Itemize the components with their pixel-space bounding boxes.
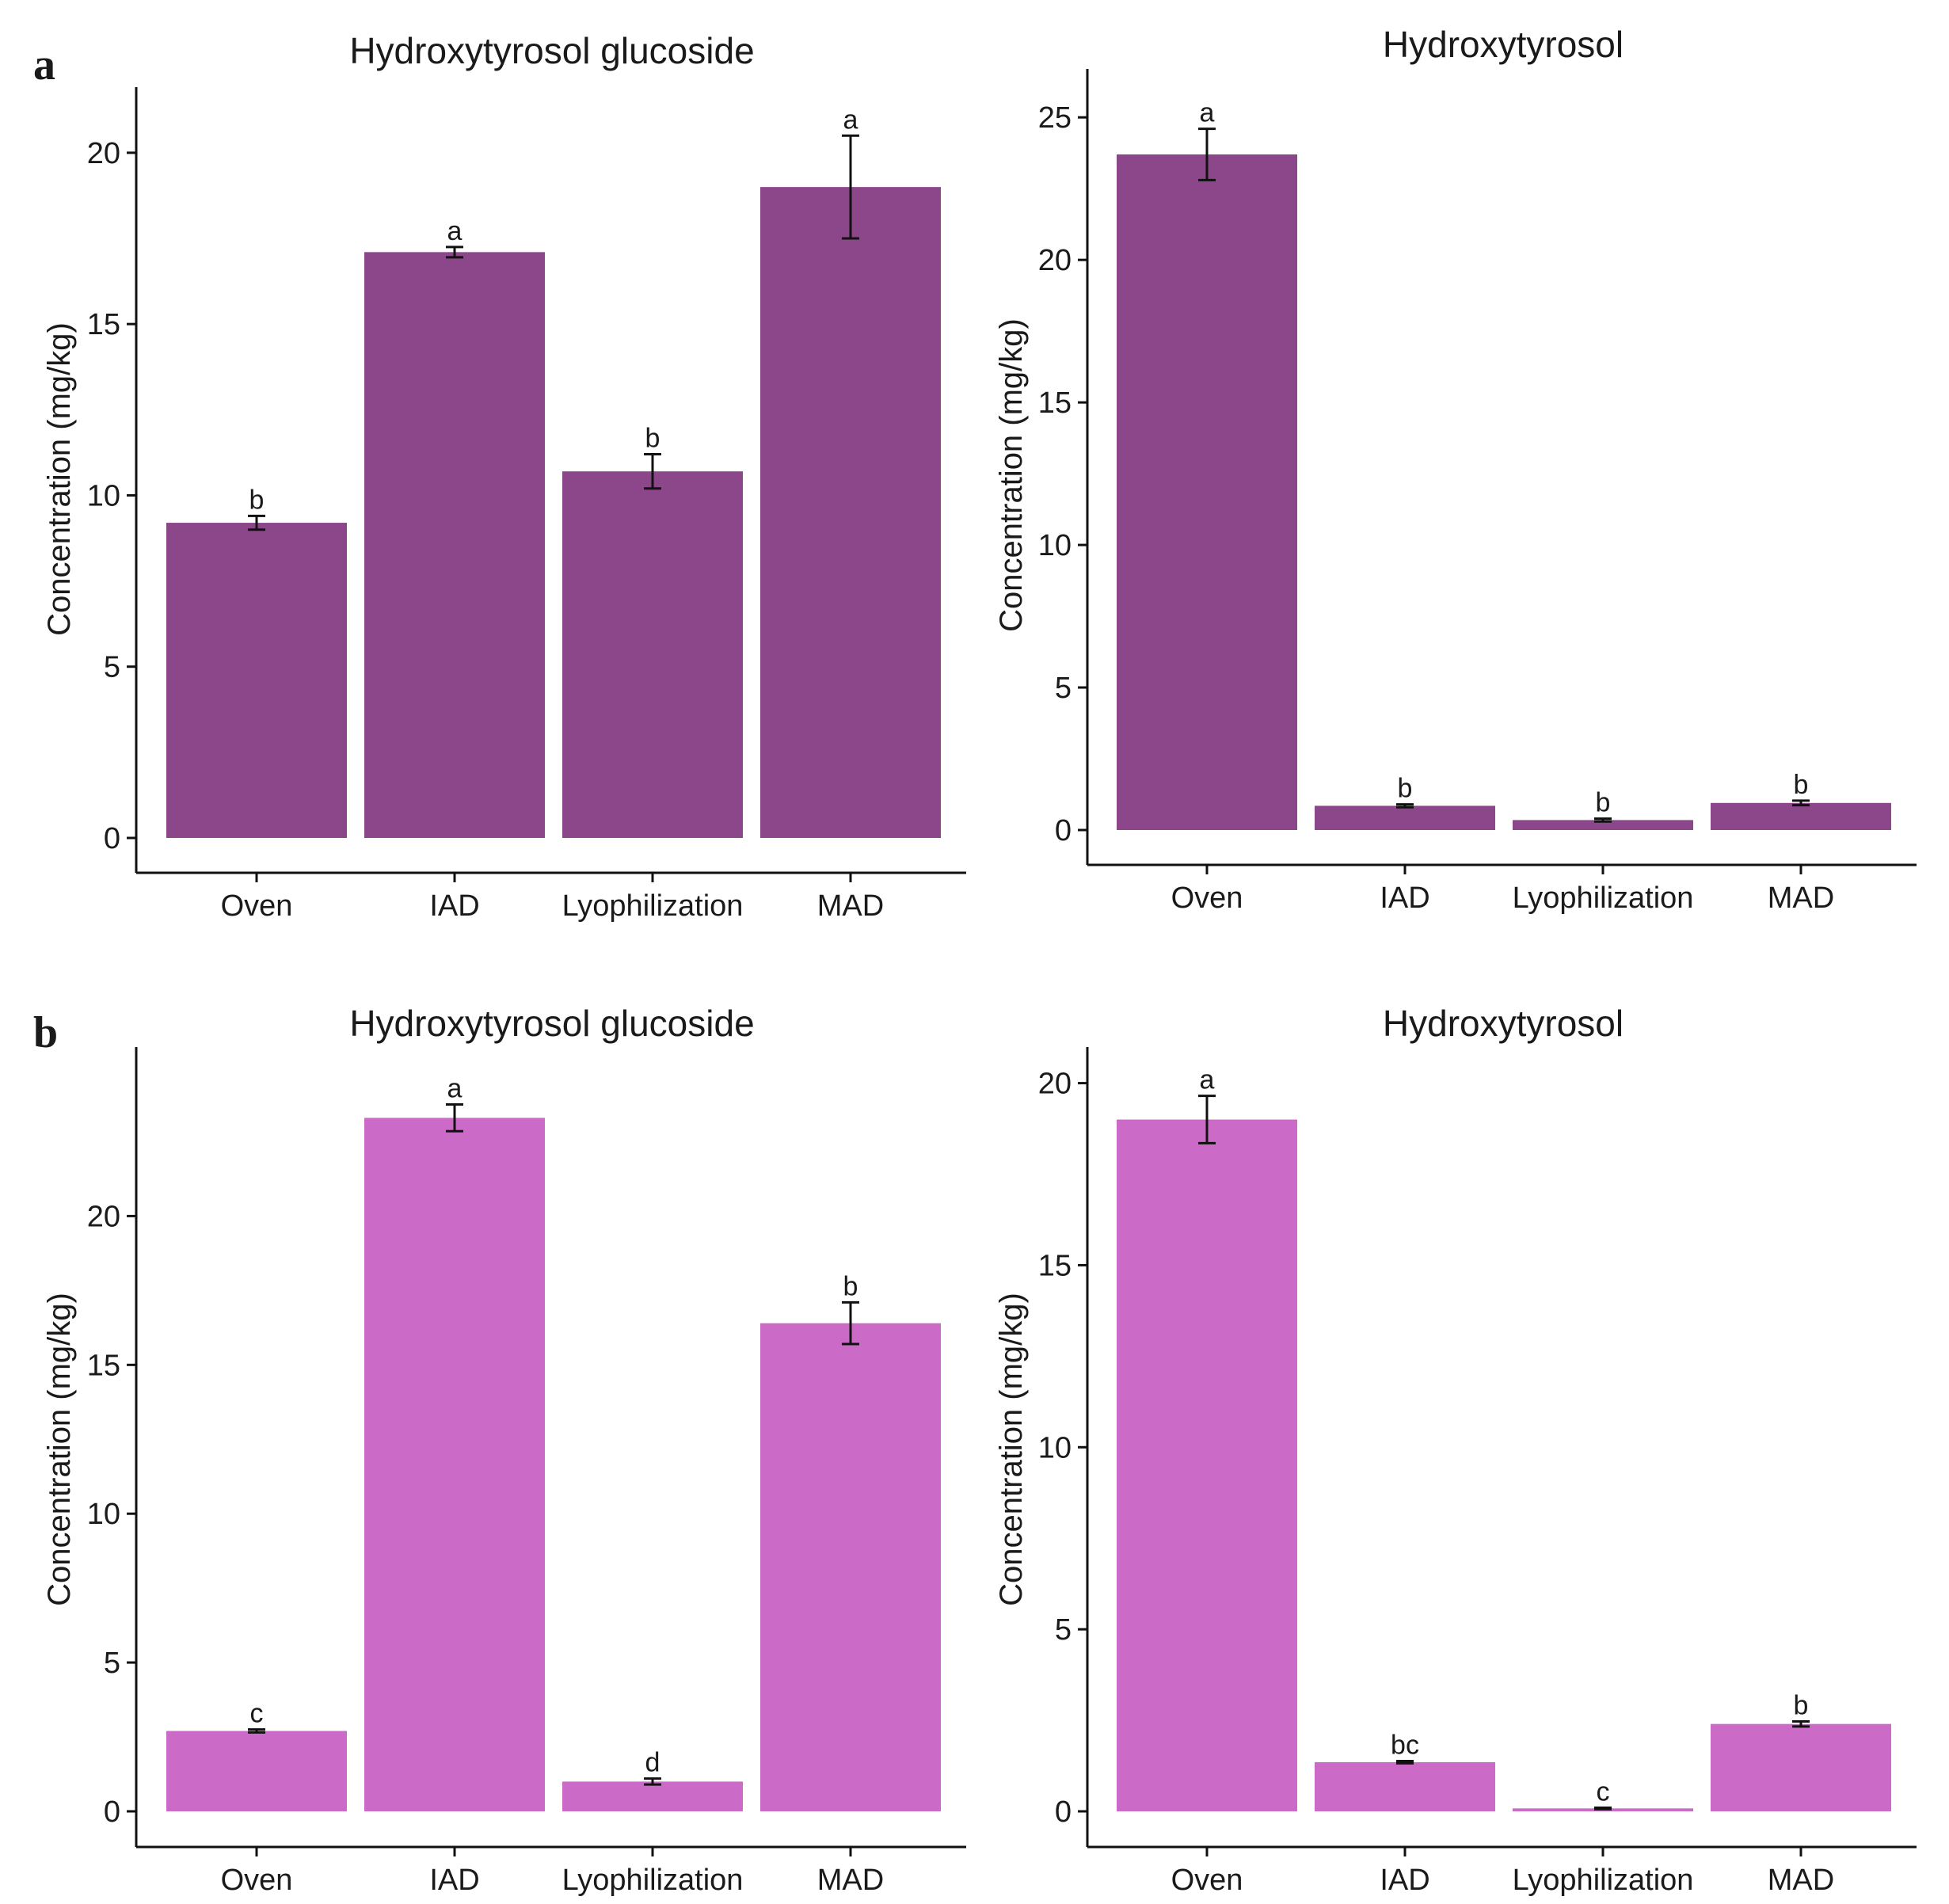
y-tick-label: 20	[1038, 244, 1072, 277]
y-tick-label: 0	[1055, 1795, 1072, 1829]
y-tick-label: 10	[87, 1498, 120, 1531]
y-tick-label: 25	[1038, 101, 1072, 135]
error-bar-oven	[248, 1728, 265, 1734]
x-tick-label: MAD	[1768, 882, 1834, 915]
x-tick-label: IAD	[429, 1864, 479, 1897]
significance-label: b	[1794, 1690, 1809, 1720]
panel-letter-b: b	[33, 1008, 58, 1057]
panel-letter-a: a	[33, 40, 55, 89]
significance-label: bc	[1391, 1731, 1419, 1761]
significance-label: b	[249, 485, 265, 515]
bar-iad	[364, 1118, 545, 1811]
y-tick-label: 5	[1055, 1613, 1072, 1647]
x-tick-label: Oven	[221, 889, 293, 923]
chart-a-glucoside: Hydroxytyrosol glucoside Concentration (m…	[42, 30, 966, 923]
y-tick-label: 10	[1038, 1431, 1072, 1464]
error-bar-iad	[446, 246, 463, 259]
x-tick-label: Lyophilization	[1513, 882, 1694, 915]
significance-label: b	[645, 424, 660, 454]
chart-a-hydroxytyrosol: Hydroxytyrosol Concentration (mg/kg) a b b b 0…	[994, 24, 1917, 915]
y-tick-label: 5	[104, 651, 120, 684]
chart-title: Hydroxytyrosol	[1383, 24, 1624, 65]
error-bar-oven	[248, 514, 265, 531]
x-tick-label: IAD	[429, 889, 479, 923]
x-tick-label: Lyophilization	[562, 889, 744, 923]
y-axis-label: Concentration (mg/kg)	[994, 318, 1029, 632]
error-bar-iad	[1396, 1760, 1414, 1765]
bar-lyophilization	[562, 471, 743, 838]
y-tick-label: 0	[1055, 814, 1072, 847]
x-tick-label: MAD	[1768, 1864, 1834, 1897]
x-tick-label: IAD	[1380, 882, 1429, 915]
bar-iad	[364, 252, 545, 839]
y-tick-label: 15	[1038, 387, 1072, 420]
bar-mad	[760, 1323, 941, 1811]
y-tick-label: 5	[104, 1647, 120, 1680]
x-tick-label: Lyophilization	[562, 1864, 744, 1897]
error-bar-mad	[1792, 799, 1810, 807]
x-tick-label: Oven	[1171, 882, 1243, 915]
bar-mad	[1711, 802, 1891, 830]
chart-title: Hydroxytyrosol	[1383, 1003, 1624, 1044]
bar-iad	[1315, 805, 1495, 830]
x-tick-label: MAD	[817, 1864, 884, 1897]
y-tick-label: 0	[104, 1795, 120, 1829]
chart-b-glucoside: Hydroxytyrosol glucoside Concentration (m…	[42, 1003, 966, 1897]
y-tick-label: 20	[87, 137, 120, 170]
error-bar-mad	[1792, 1719, 1810, 1728]
significance-label: c	[1597, 1776, 1610, 1807]
significance-label: b	[1398, 774, 1413, 804]
significance-label: a	[447, 216, 463, 246]
y-axis-label: Concentration (mg/kg)	[994, 1293, 1029, 1606]
error-bar-mad	[842, 134, 859, 240]
bar-lyophilization	[562, 1781, 743, 1811]
error-bar-iad	[1396, 803, 1414, 809]
bar-iad	[1315, 1761, 1495, 1811]
y-tick-label: 5	[1055, 672, 1072, 705]
chart-title: Hydroxytyrosol glucoside	[349, 1003, 754, 1044]
y-tick-label: 10	[87, 479, 120, 512]
significance-label: a	[843, 105, 858, 135]
bar-lyophilization	[1513, 820, 1693, 830]
y-tick-label: 15	[87, 308, 120, 341]
bar-mad	[1711, 1723, 1891, 1811]
x-tick-label: Oven	[221, 1864, 293, 1897]
y-tick-label: 0	[104, 822, 120, 855]
y-axis-label: Concentration (mg/kg)	[42, 1293, 77, 1606]
significance-label: b	[1596, 788, 1611, 818]
error-bar-lyophilization	[644, 1777, 661, 1786]
y-tick-label: 15	[87, 1349, 120, 1382]
x-tick-label: Oven	[1171, 1864, 1243, 1897]
error-bar-lyophilization	[1594, 817, 1612, 823]
significance-label: b	[843, 1271, 858, 1301]
significance-label: d	[645, 1748, 660, 1778]
y-tick-label: 15	[1038, 1249, 1072, 1282]
y-tick-label: 10	[1038, 529, 1072, 562]
y-tick-label: 20	[87, 1200, 120, 1233]
error-bar-oven	[1198, 128, 1216, 181]
error-bar-iad	[446, 1102, 463, 1133]
bar-oven	[166, 523, 347, 838]
chart-b-hydroxytyrosol: Hydroxytyrosol Concentration (mg/kg) a bc c b…	[994, 1003, 1917, 1897]
chart-title: Hydroxytyrosol glucoside	[349, 30, 754, 71]
error-bar-oven	[1198, 1095, 1216, 1144]
error-bar-mad	[842, 1300, 859, 1346]
x-tick-label: MAD	[817, 889, 884, 923]
bar-mad	[760, 187, 941, 839]
significance-label: b	[1794, 770, 1809, 800]
error-bar-lyophilization	[644, 453, 661, 490]
error-bar-lyophilization	[1594, 1806, 1612, 1811]
significance-label: c	[250, 1699, 264, 1729]
bar-oven	[1117, 154, 1297, 831]
y-axis-label: Concentration (mg/kg)	[42, 322, 77, 636]
bar-oven	[1117, 1119, 1297, 1811]
bar-oven	[166, 1731, 347, 1811]
y-tick-label: 20	[1038, 1068, 1072, 1101]
significance-label: a	[1200, 98, 1215, 128]
x-tick-label: IAD	[1380, 1864, 1429, 1897]
significance-label: a	[447, 1073, 463, 1103]
x-tick-label: Lyophilization	[1513, 1864, 1694, 1897]
significance-label: a	[1200, 1065, 1215, 1095]
